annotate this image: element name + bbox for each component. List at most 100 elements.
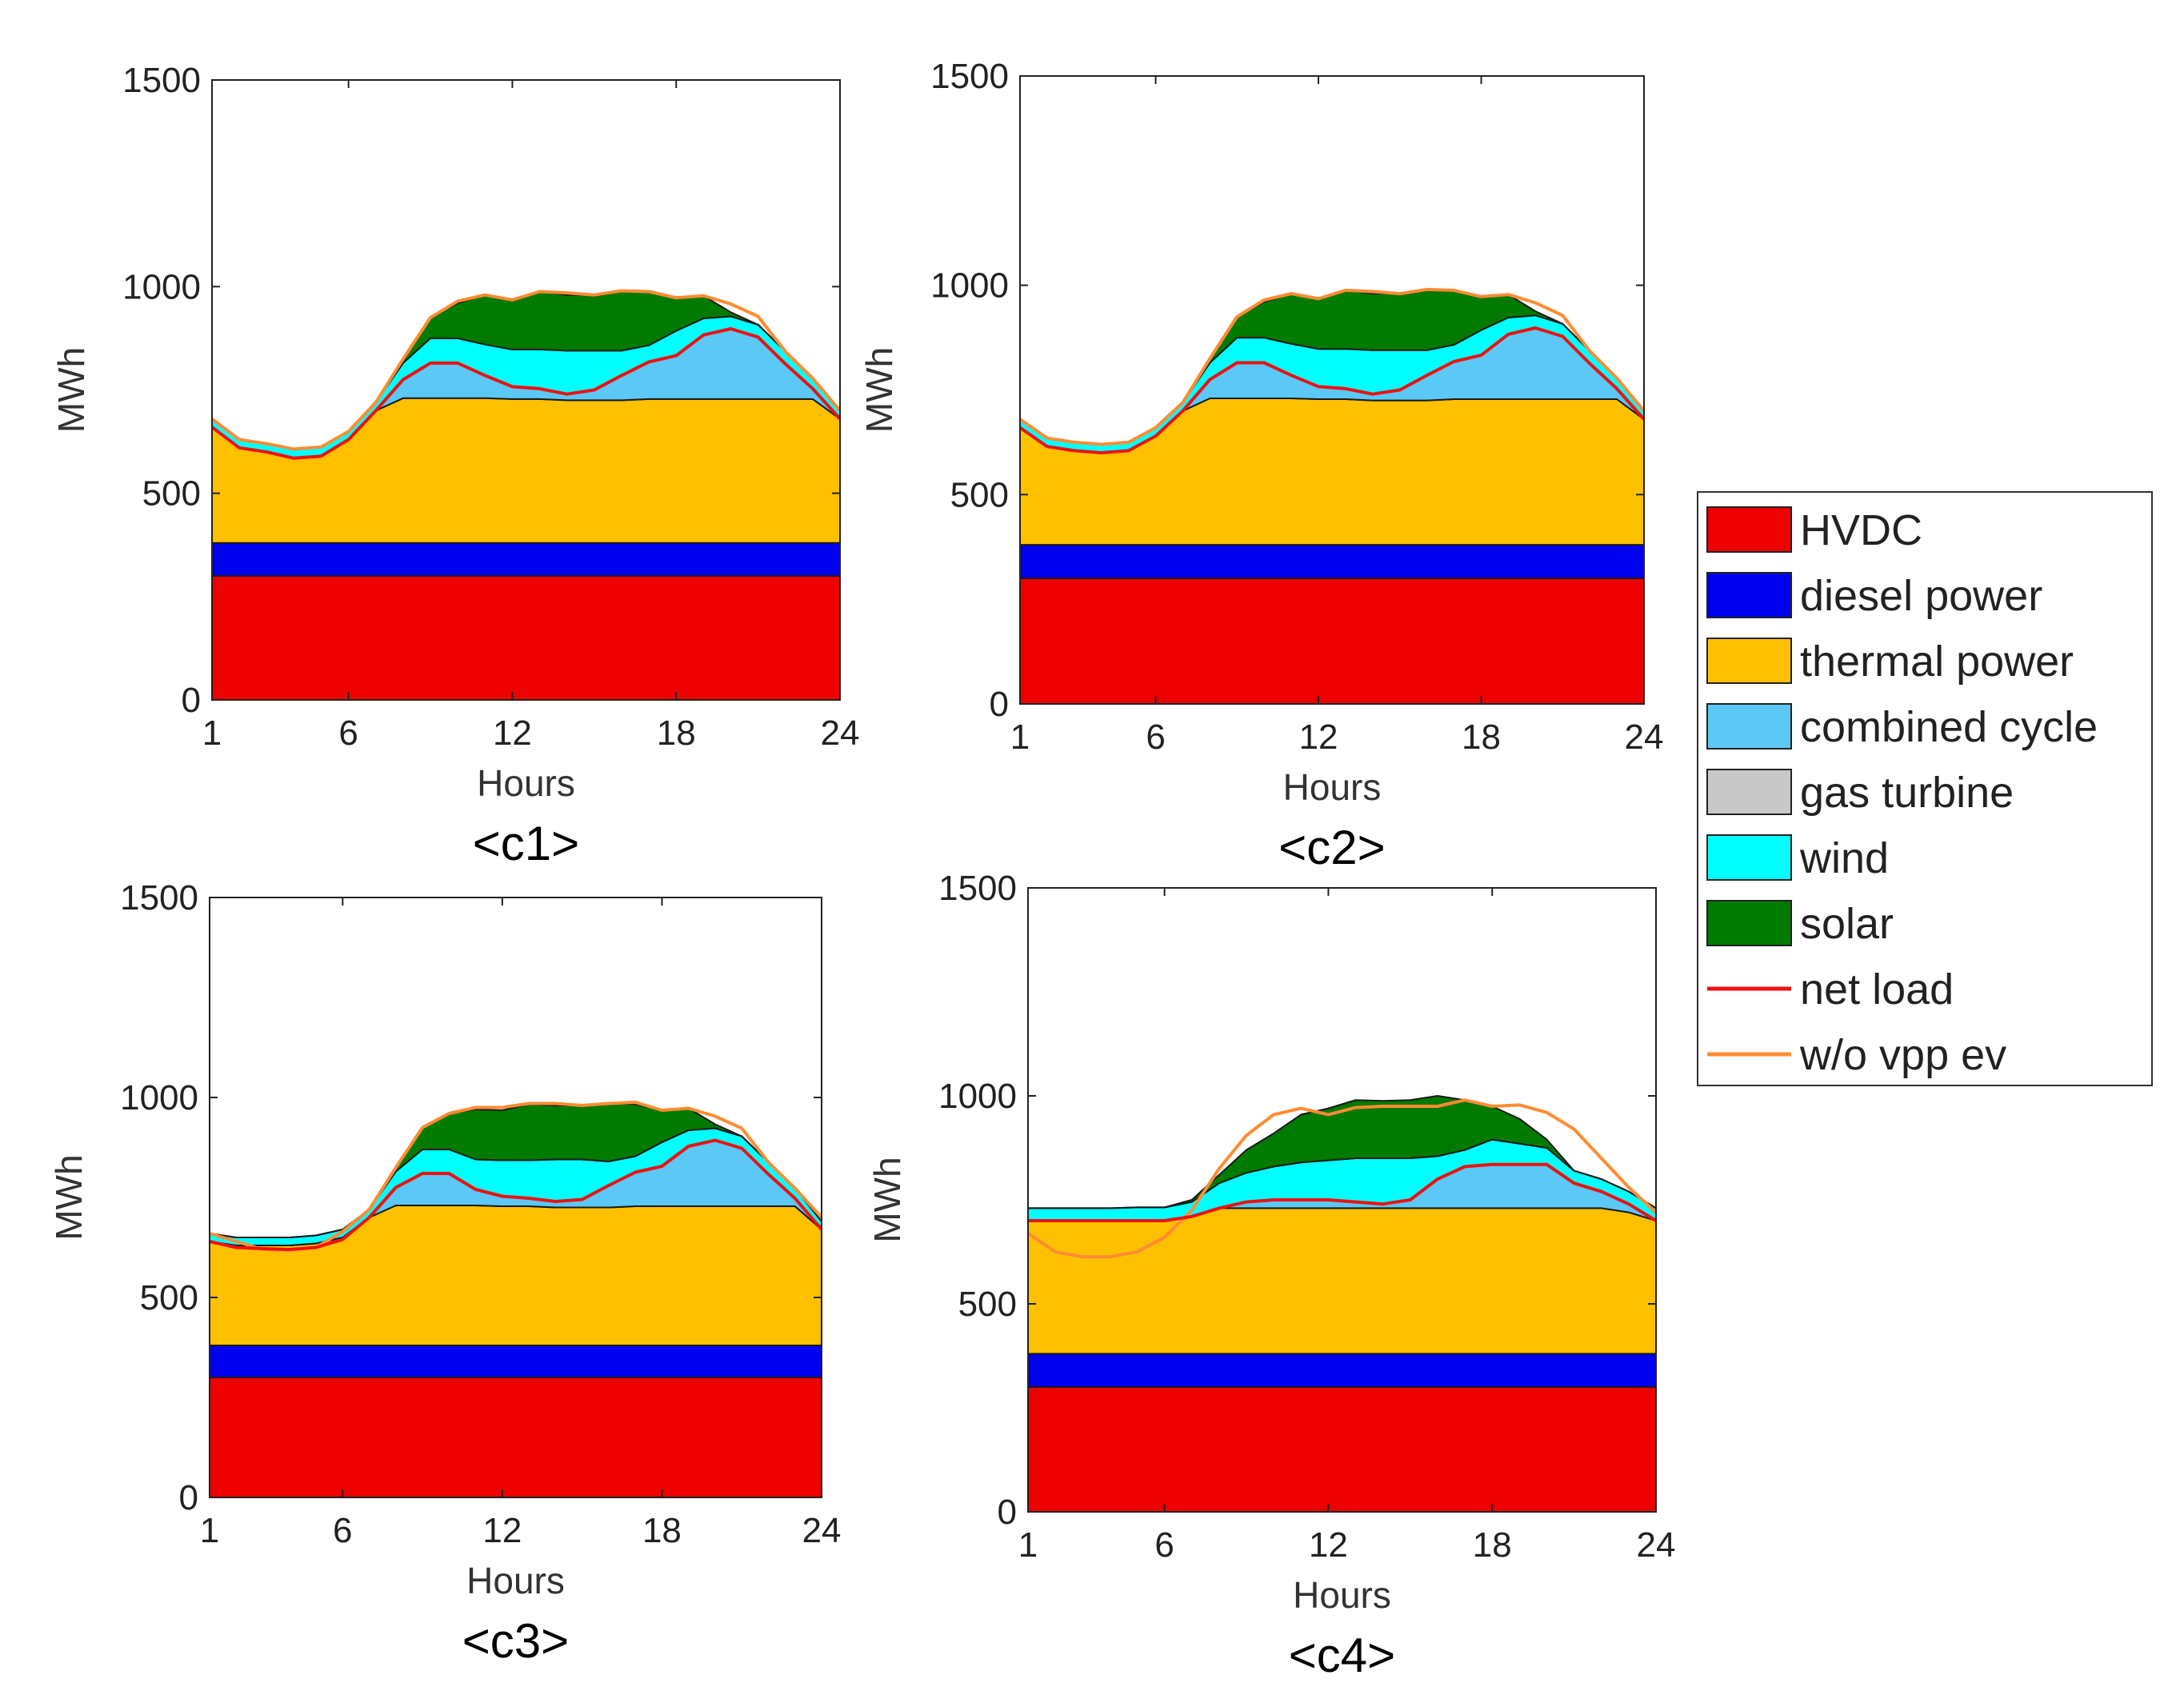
legend-label: solar <box>1800 900 1894 948</box>
area-thermal <box>1027 1207 1657 1355</box>
x-tick-label: 6 <box>1154 1525 1174 1565</box>
line-no-vpp <box>1026 1098 1658 1259</box>
x-tick-label: 6 <box>1146 718 1165 757</box>
x-tick-label: 1 <box>1010 718 1030 757</box>
legend-item-gas: gas turbine <box>1706 769 2014 817</box>
x-axis-label: Hours <box>466 1560 565 1601</box>
y-tick-label: 500 <box>958 1285 1017 1324</box>
legend-item-hvdc: HVDC <box>1706 506 1922 554</box>
plot-frame <box>1019 75 1645 705</box>
area-hvdc <box>211 575 841 701</box>
area-diesel <box>1027 1353 1657 1388</box>
y-axis-label: MWh <box>858 347 900 433</box>
y-tick-label: 500 <box>950 475 1009 514</box>
x-tick-label: 1 <box>202 714 222 753</box>
y-tick-label: 1500 <box>938 869 1017 908</box>
x-axis-label: Hours <box>1283 766 1382 808</box>
x-tick-label: 24 <box>1625 718 1664 757</box>
y-tick-label: 1500 <box>120 878 198 917</box>
x-tick-label: 12 <box>493 714 532 753</box>
legend-item-combined: combined cycle <box>1706 703 2098 751</box>
x-tick-label: 1 <box>1018 1525 1038 1565</box>
y-axis-label: MWh <box>48 1154 90 1240</box>
y-tick-label: 0 <box>179 1478 198 1517</box>
line-net-load <box>1028 1162 1658 1222</box>
legend-swatch <box>1706 769 1792 815</box>
legend-label: gas turbine <box>1800 769 2014 817</box>
legend-label: wind <box>1799 834 1889 882</box>
x-tick-label: 24 <box>821 714 860 753</box>
legend-swatch <box>1706 572 1792 618</box>
x-tick-label: 24 <box>1637 1525 1676 1565</box>
area-hvdc <box>1019 578 1645 705</box>
area-diesel <box>209 1345 822 1378</box>
area-thermal <box>209 1205 822 1346</box>
legend-label: w/o vpp ev <box>1799 1031 2006 1079</box>
x-tick-label: 1 <box>200 1511 219 1550</box>
chart-panel: 0 500 1000 1500 1 6 12 18 24 Hours MWh <c1> <box>50 61 859 870</box>
y-tick-label: 1000 <box>122 267 201 306</box>
line-net-load <box>1018 326 1646 454</box>
y-axis-label: MWh <box>50 347 92 433</box>
area-diesel <box>211 542 841 577</box>
legend-label: diesel power <box>1800 572 2042 620</box>
y-axis-label: MWh <box>866 1157 908 1242</box>
panel-caption: <c4> <box>1289 1629 1395 1682</box>
y-tick-label: 500 <box>142 474 201 514</box>
legend-label: HVDC <box>1800 506 1922 554</box>
chart-panel: 0 500 1000 1500 1 6 12 18 24 Hours MWh <c4> <box>866 869 1675 1682</box>
legend-swatch <box>1706 638 1792 684</box>
legend-swatch <box>1706 900 1792 946</box>
y-tick-label: 0 <box>998 1493 1017 1532</box>
area-hvdc <box>1027 1386 1657 1513</box>
area-hvdc <box>209 1377 822 1498</box>
x-tick-label: 6 <box>338 714 358 753</box>
y-tick-label: 1000 <box>120 1078 198 1117</box>
legend-item-wind: wind <box>1706 834 1889 882</box>
y-tick-label: 0 <box>990 685 1009 724</box>
x-tick-label: 18 <box>1473 1525 1512 1565</box>
x-tick-label: 6 <box>333 1511 352 1550</box>
y-tick-label: 1500 <box>930 57 1009 96</box>
y-tick-label: 500 <box>140 1278 198 1317</box>
legend-item-no-vpp: w/o vpp ev <box>1707 1031 2006 1079</box>
line-no-vpp <box>210 289 842 451</box>
legend-item-thermal: thermal power <box>1706 638 2074 686</box>
legend-item-diesel: diesel power <box>1706 572 2042 620</box>
y-tick-label: 1500 <box>122 61 201 100</box>
line-net-load <box>210 327 842 460</box>
line-no-vpp <box>1018 287 1646 446</box>
plot-frame <box>1027 887 1657 1513</box>
x-tick-label: 12 <box>482 1511 522 1550</box>
x-tick-label: 12 <box>1299 718 1338 757</box>
area-diesel <box>1019 544 1645 579</box>
plot-frame <box>211 79 841 701</box>
legend-swatch <box>1706 703 1792 750</box>
plot-frame <box>209 897 822 1498</box>
legend: HVDC diesel power thermal power combined cy… <box>1697 491 2153 1086</box>
x-tick-label: 12 <box>1309 1525 1348 1565</box>
area-thermal <box>1019 398 1645 546</box>
legend-item-solar: solar <box>1706 900 1894 948</box>
legend-label: net load <box>1800 965 1954 1013</box>
x-axis-label: Hours <box>1293 1574 1391 1616</box>
x-tick-label: 24 <box>802 1511 842 1550</box>
chart-panel: 0 500 1000 1500 1 6 12 18 24 Hours MWh <c2> <box>858 57 1663 874</box>
legend-swatch <box>1706 834 1792 881</box>
x-tick-label: 18 <box>1462 718 1501 757</box>
legend-label: thermal power <box>1800 638 2074 686</box>
x-axis-label: Hours <box>477 762 575 804</box>
area-thermal <box>211 397 841 544</box>
x-tick-label: 18 <box>642 1511 682 1550</box>
x-tick-label: 18 <box>657 714 696 753</box>
y-tick-label: 1000 <box>938 1077 1017 1116</box>
chart-panel: 0 500 1000 1500 1 6 12 18 24 Hours MWh <c3> <box>48 878 841 1668</box>
y-tick-label: 0 <box>182 681 201 720</box>
legend-label: combined cycle <box>1800 703 2098 751</box>
y-tick-label: 1000 <box>930 266 1009 306</box>
panel-caption: <c2> <box>1278 821 1385 874</box>
panel-caption: <c3> <box>462 1614 569 1668</box>
legend-item-net-load: net load <box>1707 965 1954 1013</box>
